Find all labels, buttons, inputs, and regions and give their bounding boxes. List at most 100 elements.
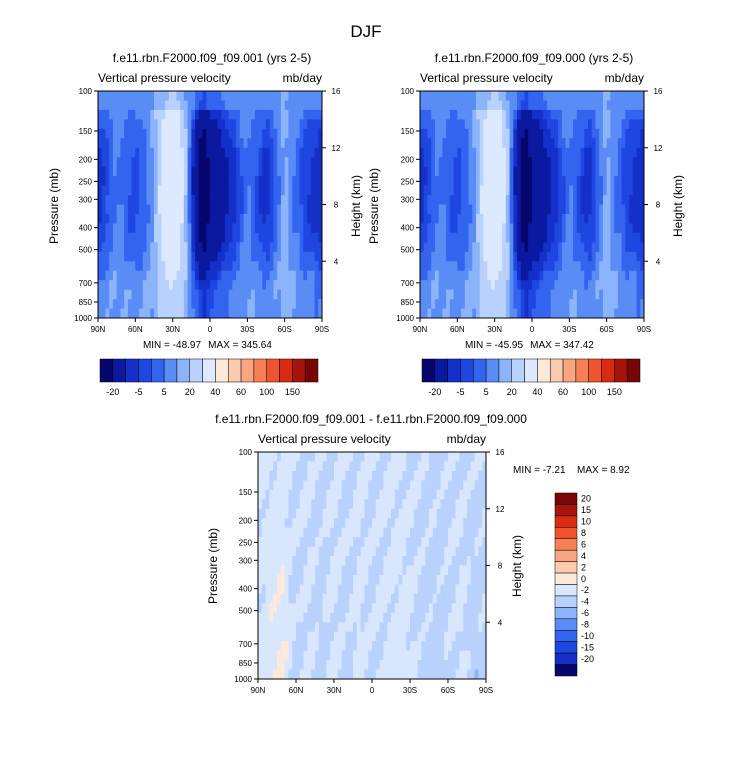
contour-cell xyxy=(467,574,472,585)
contour-cell xyxy=(150,91,155,101)
contour-cell xyxy=(513,195,518,205)
contour-cell xyxy=(191,242,196,253)
contour-cell xyxy=(337,508,342,519)
contour-cell xyxy=(318,185,323,196)
contour-cell xyxy=(206,242,211,253)
contour-cell xyxy=(406,612,411,623)
contour-cell xyxy=(539,147,544,158)
contour-cell xyxy=(360,612,365,623)
contour-cell xyxy=(330,603,335,614)
contour-cell xyxy=(318,261,323,272)
contour-cell xyxy=(479,261,484,272)
contour-cell xyxy=(591,119,596,130)
contour-cell xyxy=(109,157,114,168)
contour-cell xyxy=(105,138,110,149)
contour-cell xyxy=(280,185,286,196)
contour-cell xyxy=(98,289,103,300)
contour-cell xyxy=(565,289,570,300)
contour-cell xyxy=(606,261,611,272)
contour-cell xyxy=(127,289,132,300)
contour-cell xyxy=(180,308,185,319)
contour-cell xyxy=(636,261,641,272)
contour-cell xyxy=(239,251,244,262)
contour-cell xyxy=(112,109,118,120)
contour-cell xyxy=(146,204,151,215)
contour-cell xyxy=(470,546,475,557)
contour-cell xyxy=(391,631,396,642)
contour-cell xyxy=(337,669,342,680)
contour-cell xyxy=(502,100,507,111)
contour-cell xyxy=(498,223,503,234)
contour-cell xyxy=(464,242,469,253)
contour-cell xyxy=(464,195,469,205)
contour-cell xyxy=(314,109,319,120)
contour-cell xyxy=(284,157,289,168)
contour-cell xyxy=(498,261,503,272)
contour-cell xyxy=(494,308,499,319)
contour-cell xyxy=(262,223,267,234)
contour-cell xyxy=(387,584,392,595)
contour-cell xyxy=(280,612,285,623)
contour-cell xyxy=(565,91,570,101)
contour-cell xyxy=(334,593,339,604)
contour-cell xyxy=(632,308,637,319)
contour-cell xyxy=(269,584,274,595)
contour-cell xyxy=(467,631,472,642)
contour-cell xyxy=(364,546,369,557)
contour-cell xyxy=(524,91,529,101)
contour-cell xyxy=(457,242,462,253)
contour-cell xyxy=(448,660,453,670)
contour-cell xyxy=(139,280,144,291)
contour-cell xyxy=(478,499,483,510)
contour-cell xyxy=(387,641,392,652)
contour-cell xyxy=(341,518,346,529)
contour-cell xyxy=(558,223,563,234)
contour-cell xyxy=(421,622,426,633)
contour-cell xyxy=(472,232,477,243)
contour-cell xyxy=(434,166,440,177)
contour-cell xyxy=(337,489,342,500)
contour-cell xyxy=(472,213,477,224)
contour-cell xyxy=(509,100,514,111)
contour-cell xyxy=(307,499,312,510)
contour-cell xyxy=(459,565,464,576)
contour-cell xyxy=(513,270,518,281)
contour-cell xyxy=(295,299,300,309)
contour-cell xyxy=(337,527,342,538)
contour-cell xyxy=(413,669,418,680)
contour-cell xyxy=(383,489,388,500)
contour-cell xyxy=(438,213,443,224)
contour-cell xyxy=(543,213,548,224)
contour-cell xyxy=(394,480,399,491)
contour-cell xyxy=(318,223,323,234)
contour-cell xyxy=(372,660,377,670)
contour-cell xyxy=(176,91,181,101)
contour-cell xyxy=(288,176,293,186)
contour-cell xyxy=(161,157,166,168)
contour-cell xyxy=(341,603,346,614)
contour-cell xyxy=(295,261,300,272)
contour-cell xyxy=(299,461,304,472)
contour-cell xyxy=(632,166,637,177)
contour-cell xyxy=(565,261,570,272)
contour-cell xyxy=(266,223,271,234)
contour-cell xyxy=(610,204,615,215)
contour-cell xyxy=(494,204,499,215)
contour-cell xyxy=(573,289,578,300)
contour-cell xyxy=(334,537,339,547)
contour-cell xyxy=(479,185,484,196)
contour-cell xyxy=(112,176,118,186)
contour-cell xyxy=(345,518,350,529)
contour-cell xyxy=(502,138,507,149)
contour-cell xyxy=(280,308,286,319)
contour-cell xyxy=(243,223,248,234)
contour-cell xyxy=(420,109,425,120)
contour-cell xyxy=(195,195,200,205)
contour-cell xyxy=(273,461,278,472)
contour-cell xyxy=(455,461,460,472)
contour-cell xyxy=(470,480,475,491)
contour-cell xyxy=(502,213,507,224)
contour-cell xyxy=(584,109,589,120)
contour-cell xyxy=(446,185,451,196)
